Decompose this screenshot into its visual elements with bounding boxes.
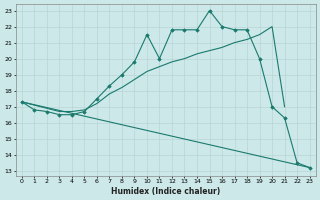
X-axis label: Humidex (Indice chaleur): Humidex (Indice chaleur)	[111, 187, 220, 196]
